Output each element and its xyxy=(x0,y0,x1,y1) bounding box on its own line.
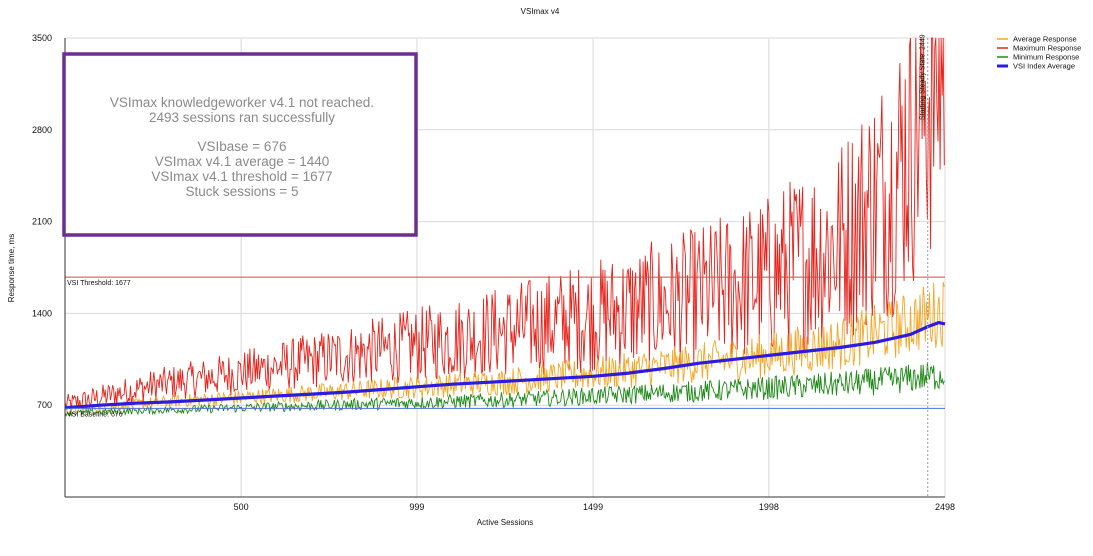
x-axis-label: Active Sessions xyxy=(477,518,533,527)
y-tick-label: 3500 xyxy=(32,33,52,43)
series-line-minimum-response xyxy=(64,362,945,418)
annotation-box: VSImax knowledgeworker v4.1 not reached.… xyxy=(62,52,418,237)
x-tick-label: 1499 xyxy=(583,502,603,512)
legend-label: Minimum Response xyxy=(1013,53,1079,62)
x-tick-label: 2498 xyxy=(935,502,955,512)
annotation-line: VSImax v4.1 threshold = 1677 xyxy=(151,169,332,184)
series-line-average-response xyxy=(64,281,945,415)
y-tick-label: 700 xyxy=(37,400,52,410)
reference-lines: VSI Threshold: 1677 VSI Baseline: 676 Star… xyxy=(65,34,945,497)
x-tick-label: 500 xyxy=(234,502,249,512)
steady-state-label: Starting Steady State: 2449 xyxy=(920,34,927,120)
annotation-line: VSImax v4.1 average = 1440 xyxy=(155,154,330,169)
annotation-line: VSImax knowledgeworker v4.1 not reached. xyxy=(110,95,374,110)
annotation-line: Stuck sessions = 5 xyxy=(186,184,299,199)
reference-label: VSI Threshold: 1677 xyxy=(67,280,131,287)
x-tick-label: 999 xyxy=(409,502,424,512)
legend-label: VSI Index Average xyxy=(1013,62,1075,71)
annotation-line: 2493 sessions ran successfully xyxy=(149,110,335,125)
x-ticks: 500 999 1499 1998 2498 xyxy=(234,502,955,512)
annotation-border xyxy=(62,52,418,237)
y-tick-label: 2100 xyxy=(32,217,52,227)
chart-title: VSImax v4 xyxy=(521,7,560,16)
legend-label: Average Response xyxy=(1013,35,1077,44)
series-line-vsi-index-average xyxy=(64,321,946,410)
annotation-line: VSIbase = 676 xyxy=(198,139,287,154)
legend-label: Maximum Response xyxy=(1013,44,1081,53)
y-ticks: 700 1400 2100 2800 3500 xyxy=(32,33,52,410)
y-axis-label: Response time, ms xyxy=(7,234,16,302)
plot-area xyxy=(64,37,946,418)
reference-label: VSI Baseline: 676 xyxy=(67,411,123,418)
series-line-maximum-response xyxy=(64,37,945,411)
x-tick-label: 1998 xyxy=(759,502,779,512)
y-tick-label: 2800 xyxy=(32,125,52,135)
y-tick-label: 1400 xyxy=(32,308,52,318)
